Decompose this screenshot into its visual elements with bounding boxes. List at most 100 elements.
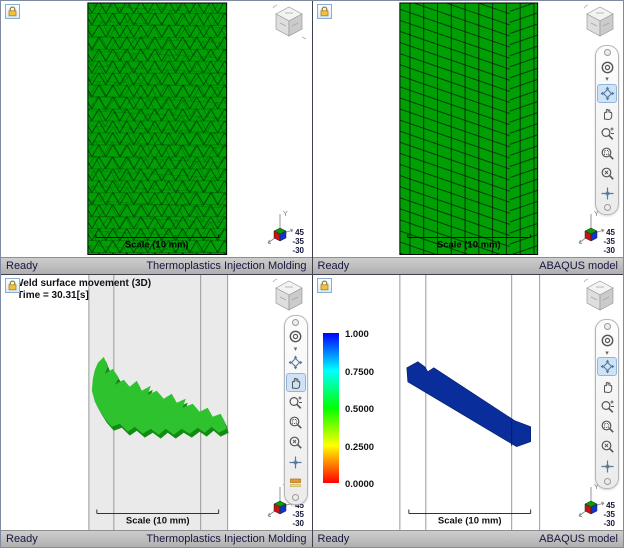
- lock-view-button[interactable]: [316, 4, 332, 19]
- orbit-tool-button[interactable]: [597, 331, 617, 350]
- lock-view-button[interactable]: [316, 277, 332, 293]
- rotate-hint-arrow: [272, 278, 277, 282]
- center-view-tool-button[interactable]: [597, 184, 617, 203]
- view-cube[interactable]: [271, 3, 307, 41]
- legend-label-min: 0.0000: [345, 479, 374, 490]
- panel-weld-surface: Scale (10 mm) Weld surface movement (3D)…: [1, 274, 312, 547]
- beam-part: [405, 360, 531, 447]
- view-toolbar: ▾: [595, 45, 619, 215]
- pan-tool-button[interactable]: [285, 373, 306, 392]
- cube-face-labels: [279, 12, 298, 27]
- cube-face-labels: [590, 12, 610, 27]
- status-bar: Ready Thermoplastics Injection Molding: [1, 530, 312, 547]
- scale-bar: [95, 234, 220, 239]
- zoom-fit-tool-button[interactable]: [286, 433, 306, 452]
- mesh-triangles-overlay: [87, 2, 227, 255]
- axis-readout-1: 45: [295, 228, 304, 237]
- zoom-in-out-icon: [600, 127, 614, 140]
- axis-readout-2: -35: [292, 237, 304, 246]
- orbit-dropdown-caret[interactable]: ▾: [605, 76, 609, 83]
- rotate-tool-button[interactable]: [597, 357, 617, 376]
- zoom-fit-tool-button[interactable]: [597, 437, 617, 456]
- clipping-plane-tool-button[interactable]: [286, 473, 306, 492]
- view-cube[interactable]: [582, 277, 618, 315]
- viewport-mesh-moldex[interactable]: Scale (10 mm) Y: [1, 1, 312, 257]
- legend-label-75: 0.7500: [345, 367, 374, 378]
- pan-hand-icon: [603, 108, 612, 120]
- orbit-tool-button[interactable]: [286, 327, 306, 346]
- zoom-window-tool-button[interactable]: [597, 417, 617, 436]
- view-cube[interactable]: [271, 277, 307, 315]
- zoom-window-icon: [601, 420, 614, 433]
- axis-triad: Y 45 -35 -30: [578, 211, 616, 255]
- lock-icon: [320, 280, 328, 290]
- result-canvas: Scale (10 mm): [88, 274, 229, 530]
- orbit-icon: [601, 334, 613, 347]
- lock-view-button[interactable]: [5, 277, 20, 293]
- scale-label: Scale (10 mm): [437, 515, 501, 526]
- axis-y-label: Y: [594, 484, 599, 491]
- orbit-tool-button[interactable]: [597, 58, 617, 77]
- mold-edges: [88, 274, 229, 530]
- orbit-dropdown-caret[interactable]: ▾: [293, 345, 298, 353]
- cube-face-labels: [279, 286, 298, 300]
- color-legend: 1.000 0.7500 0.5000 0.2500 0.0000: [322, 329, 374, 490]
- zoom-in-out-icon: [600, 400, 614, 413]
- view-cube[interactable]: [582, 3, 618, 41]
- axis-triad: Y 45 -35 -30: [267, 211, 304, 255]
- zoom-window-tool-button[interactable]: [597, 144, 617, 163]
- zoom-in-out-tool-button[interactable]: [597, 124, 617, 143]
- lock-icon: [320, 6, 328, 17]
- panel-abaqus-result: Scale (10 mm) 1.000 0.7500 0.5000 0.250: [312, 274, 623, 547]
- cube-face-labels: [590, 286, 610, 300]
- status-ready: Ready: [6, 533, 38, 545]
- viewport-abaqus-result[interactable]: Scale (10 mm) 1.000 0.7500 0.5000 0.250: [312, 274, 623, 530]
- zoom-fit-icon: [289, 436, 302, 449]
- status-ready: Ready: [317, 259, 350, 272]
- zoom-in-out-tool-button[interactable]: [286, 393, 306, 412]
- center-view-tool-button[interactable]: [286, 453, 306, 472]
- pan-tool-button[interactable]: [597, 377, 617, 396]
- corner-hint: [301, 36, 306, 40]
- crosshair-icon: [601, 460, 613, 473]
- pan-hand-icon: [292, 377, 301, 390]
- zoom-window-icon: [289, 416, 302, 429]
- status-module: ABAQUS model: [539, 533, 618, 545]
- zoom-window-icon: [601, 147, 614, 160]
- status-bar: Ready ABAQUS model: [312, 530, 623, 547]
- view-toolbar: ▾: [595, 318, 619, 489]
- scale-bar: [407, 509, 531, 514]
- axis-readout-1: 45: [606, 501, 615, 510]
- center-view-tool-button[interactable]: [597, 457, 617, 476]
- lock-view-button[interactable]: [5, 4, 20, 19]
- rotate-tool-button[interactable]: [286, 353, 306, 372]
- weld-surface-isosurface: [91, 356, 227, 435]
- scale-label: Scale (10 mm): [125, 240, 189, 251]
- axis-triad: Y 45 -35 -30: [578, 484, 616, 528]
- axis-readout-1: 45: [606, 228, 615, 237]
- slice-planes-icon: [290, 478, 301, 488]
- orbit-icon: [601, 61, 613, 73]
- scale-bar: [406, 234, 531, 239]
- rotate-tool-button[interactable]: [597, 83, 617, 103]
- panel-mesh-abaqus: Scale (10 mm): [312, 1, 623, 274]
- pan-tool-button[interactable]: [597, 104, 617, 123]
- axis-y-label: Y: [594, 211, 599, 218]
- mold-edges: [398, 274, 540, 530]
- legend-color-bar: [322, 332, 339, 483]
- zoom-fit-icon: [601, 440, 614, 453]
- scale-label: Scale (10 mm): [126, 515, 190, 526]
- zoom-in-out-tool-button[interactable]: [597, 397, 617, 416]
- status-module: ABAQUS model: [539, 259, 618, 272]
- toolbar-grip-dot: [292, 318, 299, 326]
- zoom-window-tool-button[interactable]: [286, 413, 306, 432]
- toolbar-grip-dot: [292, 493, 299, 501]
- viewport-weld-surface[interactable]: Scale (10 mm) Weld surface movement (3D)…: [1, 274, 312, 530]
- result-title: Weld surface movement (3D) Time = 30.31[…: [14, 278, 151, 302]
- viewport-mesh-abaqus[interactable]: Scale (10 mm): [312, 1, 623, 257]
- orbit-dropdown-caret[interactable]: ▾: [605, 349, 609, 357]
- zoom-fit-icon: [601, 167, 614, 180]
- toolbar-grip-dot: [603, 204, 611, 211]
- zoom-fit-tool-button[interactable]: [597, 164, 617, 183]
